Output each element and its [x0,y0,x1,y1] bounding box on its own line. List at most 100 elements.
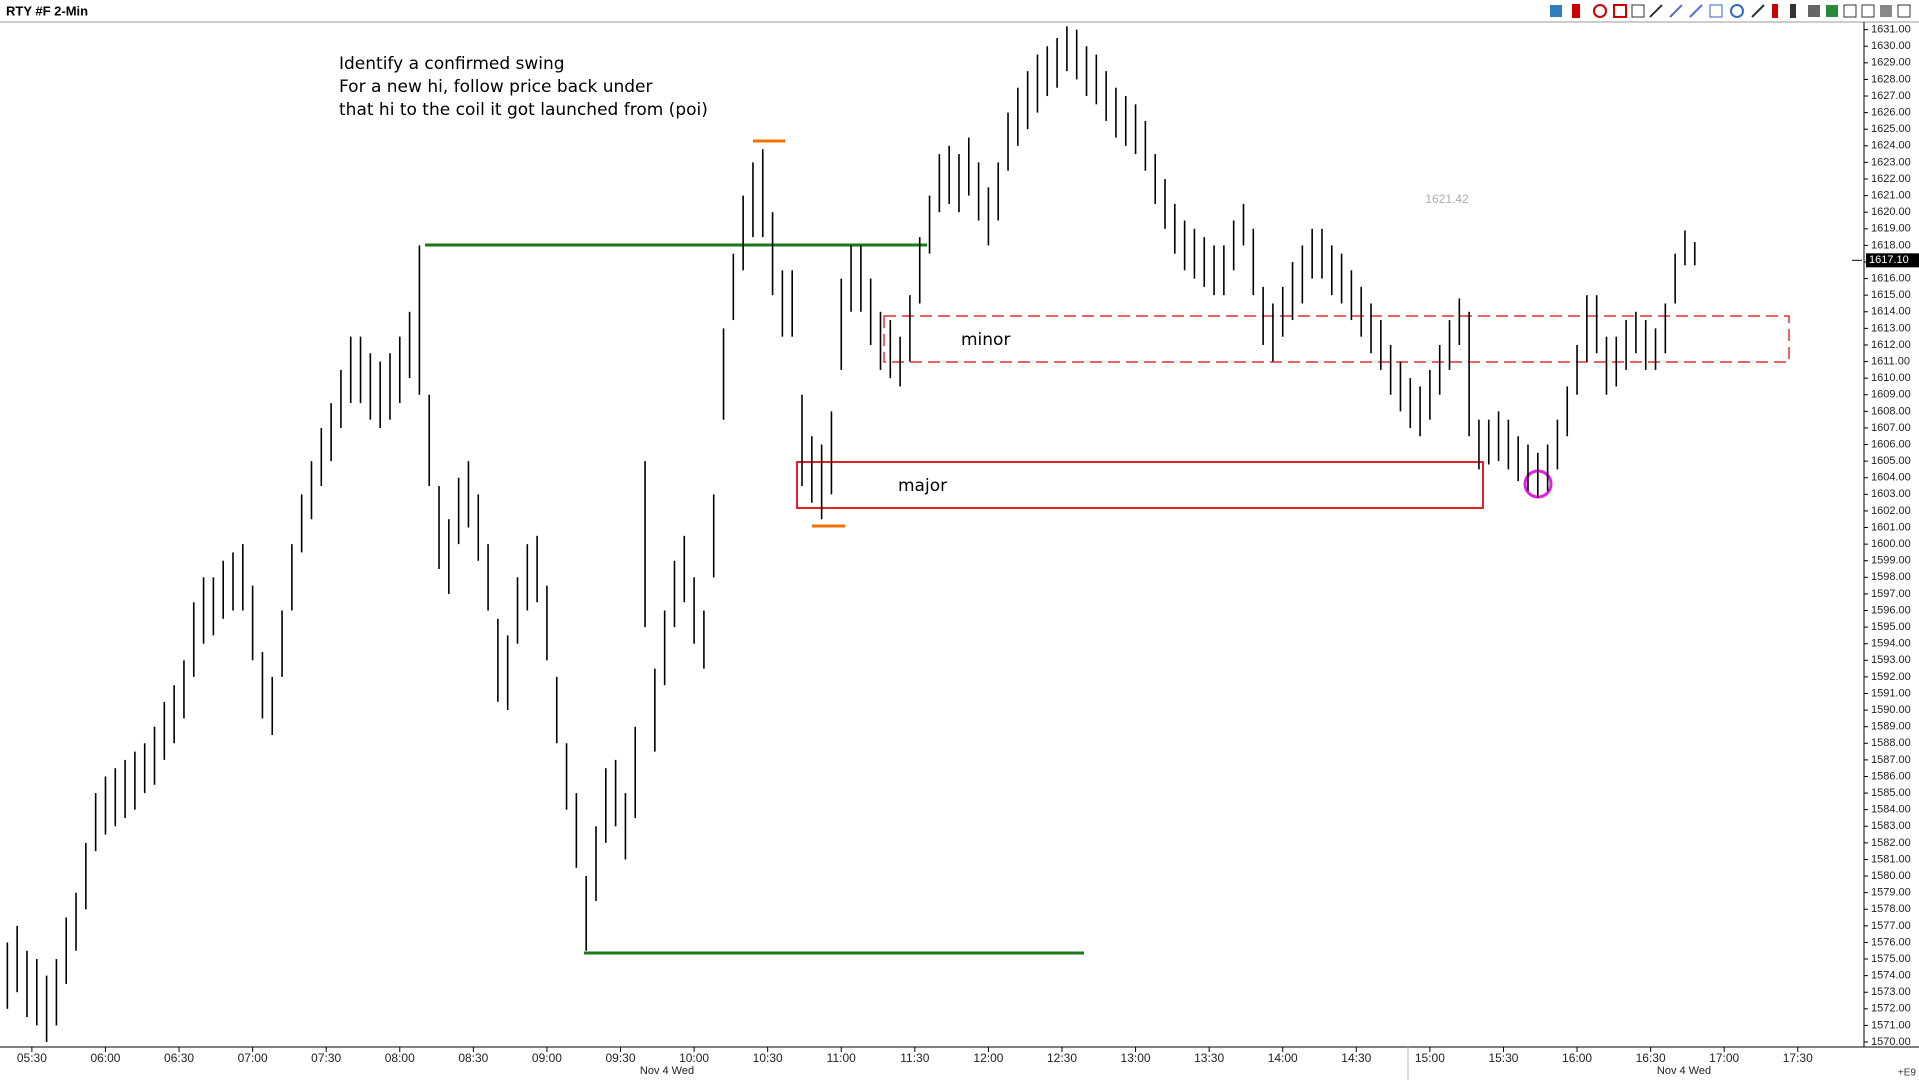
y-tick-label: 1572.00 [1871,1003,1911,1015]
y-tick-label: 1600.00 [1871,538,1911,550]
tool-icon[interactable] [1751,4,1765,18]
y-tick-label: 1606.00 [1871,438,1911,450]
y-tick-label: 1602.00 [1871,505,1911,517]
x-tick-label: 14:00 [1268,1051,1298,1065]
header-bar [0,0,1919,22]
price-bars [6,26,1696,1043]
x-tick-label: 05:30 [17,1051,47,1065]
tool-icon[interactable] [1689,4,1703,18]
y-tick-label: 1571.00 [1871,1019,1911,1031]
y-tick-label: 1597.00 [1871,588,1911,600]
annotation-text: For a new hi, follow price back under [339,77,652,97]
y-tick-label: 1581.00 [1871,853,1911,865]
y-tick-label: 1625.00 [1871,123,1911,135]
y-tick-label: 1627.00 [1871,90,1911,102]
y-tick-label: 1631.00 [1871,24,1911,36]
y-tick-label: 1621.00 [1871,190,1911,202]
tool-icon[interactable] [1649,4,1663,18]
y-tick-label: 1626.00 [1871,107,1911,119]
x-tick-label: 15:00 [1415,1051,1445,1065]
tool-icon[interactable] [1550,5,1562,17]
y-tick-label: 1630.00 [1871,40,1911,52]
tool-icon[interactable] [1613,4,1627,18]
y-tick-label: 1622.00 [1871,173,1911,185]
tool-icon[interactable] [1631,4,1645,18]
y-tick-label: 1586.00 [1871,770,1911,782]
annotation-text: that hi to the coil it got launched from… [339,100,708,120]
y-tick-label: 1587.00 [1871,754,1911,766]
y-tick-label: 1615.00 [1871,289,1911,301]
y-tick-label: 1612.00 [1871,339,1911,351]
y-tick-label: 1607.00 [1871,422,1911,434]
annotation-text: Identify a confirmed swing [339,54,565,74]
tool-icon[interactable] [1826,5,1838,17]
y-tick-label: 1582.00 [1871,837,1911,849]
tool-icon[interactable] [1772,4,1778,18]
minor-zone [883,315,1790,363]
y-tick-label: 1629.00 [1871,57,1911,69]
date-label: Nov 4 Wed [1657,1065,1711,1077]
y-tick-label: 1614.00 [1871,306,1911,318]
y-tick-label: 1570.00 [1871,1036,1911,1048]
x-tick-label: 09:30 [606,1051,636,1065]
y-tick-label: 1584.00 [1871,804,1911,816]
y-tick-label: 1620.00 [1871,206,1911,218]
y-tick-label: 1618.00 [1871,239,1911,251]
y-tick-label: 1593.00 [1871,654,1911,666]
tool-icon[interactable] [1790,4,1796,18]
last-price-label: 1617.10 [1869,254,1909,266]
chart-title: RTY #F 2-Min [6,3,88,18]
x-tick-label: 14:30 [1341,1051,1371,1065]
y-tick-label: 1610.00 [1871,372,1911,384]
y-tick-label: 1575.00 [1871,953,1911,965]
y-tick-label: 1588.00 [1871,737,1911,749]
x-tick-label: 09:00 [532,1051,562,1065]
x-tick-label: 06:00 [90,1051,120,1065]
y-tick-label: 1580.00 [1871,870,1911,882]
zone-label: major [898,476,947,496]
corner-label: +E9 [1898,1068,1917,1079]
tool-icon[interactable] [1709,4,1723,18]
y-tick-label: 1596.00 [1871,604,1911,616]
y-tick-label: 1609.00 [1871,389,1911,401]
x-tick-label: 08:00 [385,1051,415,1065]
y-tick-label: 1577.00 [1871,920,1911,932]
x-tick-label: 17:30 [1783,1051,1813,1065]
y-tick-label: 1619.00 [1871,223,1911,235]
x-tick-label: 16:30 [1636,1051,1666,1065]
x-tick-label: 08:30 [458,1051,488,1065]
y-tick-label: 1599.00 [1871,555,1911,567]
y-tick-label: 1576.00 [1871,936,1911,948]
x-tick-label: 15:30 [1488,1051,1518,1065]
tool-icon[interactable] [1669,4,1683,18]
tool-icon[interactable] [1808,5,1820,17]
x-tick-label: 17:00 [1709,1051,1739,1065]
last-price-box [1866,253,1919,268]
cursor-price: 1621.42 [1425,192,1469,206]
x-tick-label: 12:30 [1047,1051,1077,1065]
tool-icon[interactable] [1730,4,1744,18]
zone-label: minor [961,330,1010,350]
y-tick-label: 1601.00 [1871,521,1911,533]
y-tick-label: 1585.00 [1871,787,1911,799]
y-tick-label: 1589.00 [1871,721,1911,733]
y-tick-label: 1628.00 [1871,73,1911,85]
y-tick-label: 1583.00 [1871,820,1911,832]
tool-icon[interactable] [1572,4,1580,18]
y-tick-label: 1591.00 [1871,687,1911,699]
y-tick-label: 1611.00 [1871,355,1910,367]
tool-icon[interactable] [1861,4,1875,18]
tool-icon[interactable] [1897,4,1911,18]
y-tick-label: 1578.00 [1871,903,1911,915]
tool-icon[interactable] [1843,4,1857,18]
tool-icon[interactable] [1593,4,1607,18]
y-tick-label: 1573.00 [1871,986,1911,998]
x-tick-label: 10:00 [679,1051,709,1065]
y-tick-label: 1604.00 [1871,472,1911,484]
y-tick-label: 1595.00 [1871,621,1911,633]
y-tick-label: 1623.00 [1871,156,1911,168]
tool-icon[interactable] [1880,5,1892,17]
x-tick-label: 11:30 [900,1051,929,1065]
